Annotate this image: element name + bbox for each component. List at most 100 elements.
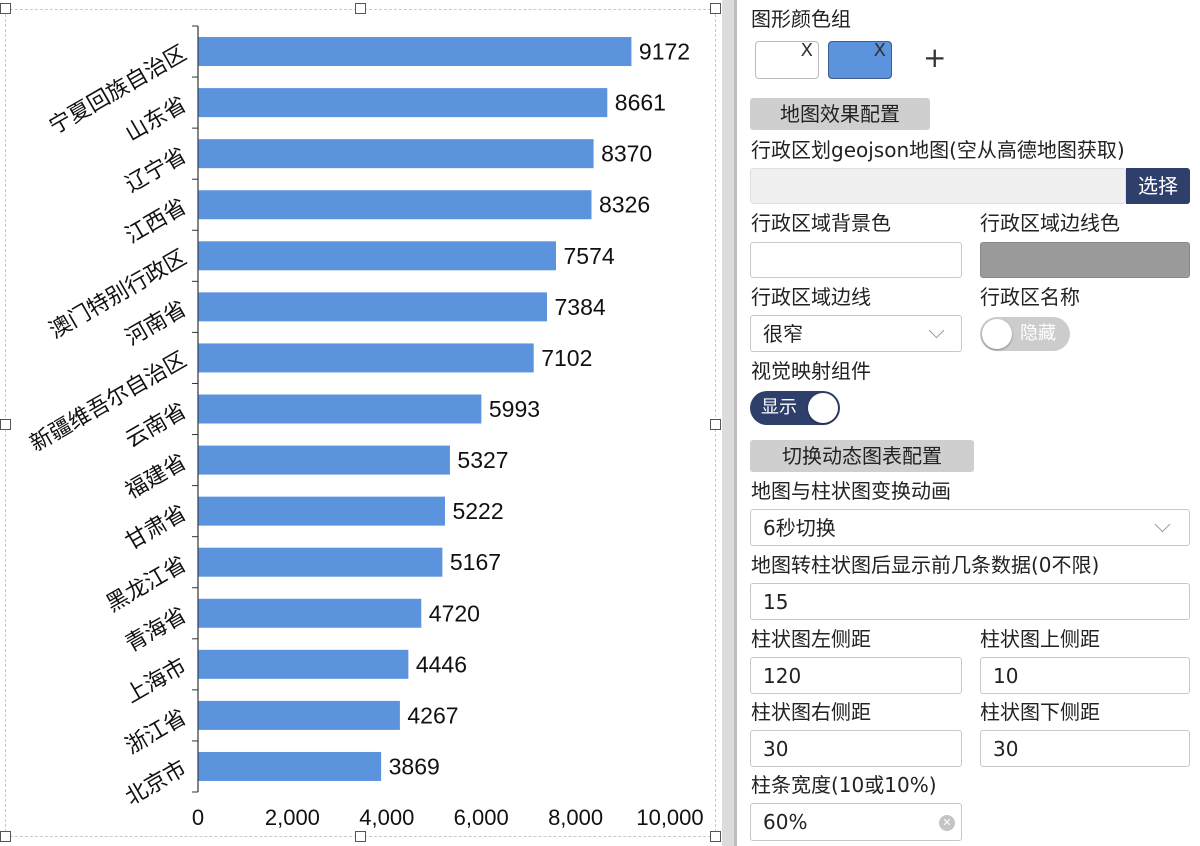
region-border-label: 行政区域边线 xyxy=(751,285,871,309)
region-name-toggle[interactable]: 隐藏 xyxy=(980,317,1070,351)
color-group-label: 图形颜色组 xyxy=(751,7,851,31)
bar-value-label: 4446 xyxy=(416,651,467,677)
anim-select[interactable]: 6秒切换 xyxy=(750,509,1190,546)
bar-value-label: 5167 xyxy=(450,549,501,575)
resize-handle-bottom-center[interactable] xyxy=(355,831,366,842)
geojson-label: 行政区划geojson地图(空从高德地图获取) xyxy=(751,138,1125,162)
bar xyxy=(198,139,594,169)
bar-value-label: 3869 xyxy=(389,753,440,779)
left-margin-label: 柱状图左侧距 xyxy=(751,627,871,651)
clear-input-icon[interactable]: ✕ xyxy=(939,815,955,831)
anim-label: 地图与柱状图变换动画 xyxy=(751,479,951,503)
panel-divider-line xyxy=(734,0,737,846)
toggle-knob xyxy=(808,393,838,423)
region-border-select-value: 很窄 xyxy=(763,322,803,346)
panel-divider[interactable] xyxy=(722,0,737,846)
region-bg-label: 行政区域背景色 xyxy=(751,211,891,235)
y-tick-label: 上海市 xyxy=(121,653,191,708)
x-tick-label: 8,000 xyxy=(548,805,603,830)
region-border-color-label: 行政区域边线色 xyxy=(980,211,1120,235)
bar xyxy=(198,496,445,526)
bar-value-label: 4720 xyxy=(429,600,480,626)
region-border-select[interactable]: 很窄 xyxy=(750,315,962,352)
bar-value-label: 5327 xyxy=(457,447,508,473)
resize-handle-middle-left[interactable] xyxy=(0,419,11,430)
y-tick-label: 甘肃省 xyxy=(121,500,191,555)
bar xyxy=(198,394,482,424)
bar xyxy=(198,37,632,67)
visual-map-toggle-label: 显示 xyxy=(761,397,797,418)
x-tick-label: 0 xyxy=(192,805,204,830)
y-tick-label: 江西省 xyxy=(121,193,191,248)
region-name-label: 行政区名称 xyxy=(980,285,1080,309)
x-tick-label: 2,000 xyxy=(265,805,320,830)
visual-map-toggle[interactable]: 显示 xyxy=(750,391,840,425)
top-margin-label: 柱状图上侧距 xyxy=(980,627,1100,651)
y-tick-label: 山东省 xyxy=(121,91,191,146)
y-tick-label: 福建省 xyxy=(121,449,191,504)
bar xyxy=(198,547,443,577)
dynamic-chart-section-button[interactable]: 切换动态图表配置 xyxy=(750,440,974,472)
y-tick-label: 云南省 xyxy=(121,398,191,453)
chevron-down-icon xyxy=(928,322,945,339)
resize-handle-top-left[interactable] xyxy=(0,3,11,14)
x-tick-label: 6,000 xyxy=(454,805,509,830)
bar xyxy=(198,751,382,781)
resize-handle-bottom-left[interactable] xyxy=(0,831,11,842)
bar-value-label: 5222 xyxy=(452,498,503,524)
resize-handle-middle-right[interactable] xyxy=(710,419,721,430)
remove-color-icon[interactable]: X xyxy=(873,40,886,61)
map-effect-section-button[interactable]: 地图效果配置 xyxy=(750,98,930,130)
bar-width-input[interactable]: 60% ✕ xyxy=(750,803,962,841)
bar xyxy=(198,190,592,220)
bar-value-label: 7384 xyxy=(555,294,606,320)
bar-value-label: 7102 xyxy=(541,345,592,371)
resize-handle-top-center[interactable] xyxy=(355,3,366,14)
color-swatch-white[interactable]: X xyxy=(755,40,819,79)
bar-value-label: 8370 xyxy=(601,141,652,167)
y-tick-label: 辽宁省 xyxy=(121,142,191,197)
bar-width-label: 柱条宽度(10或10%) xyxy=(751,773,937,797)
y-tick-label: 新疆维吾尔自治区 xyxy=(26,347,191,457)
remove-color-icon[interactable]: X xyxy=(800,40,813,61)
x-tick-label: 10,000 xyxy=(636,805,703,830)
region-bg-color-picker[interactable] xyxy=(750,242,962,278)
bar xyxy=(198,241,556,271)
bottom-margin-label: 柱状图下侧距 xyxy=(980,700,1100,724)
bar xyxy=(198,88,608,118)
right-margin-input[interactable]: 30 xyxy=(750,730,962,767)
bar-width-value: 60% xyxy=(763,810,808,834)
y-tick-label: 青海省 xyxy=(121,602,191,657)
x-tick-label: 4,000 xyxy=(359,805,414,830)
left-margin-input[interactable]: 120 xyxy=(750,657,962,694)
region-border-color-picker[interactable] xyxy=(980,242,1190,278)
bar xyxy=(198,700,400,730)
bar xyxy=(198,343,534,373)
right-margin-label: 柱状图右侧距 xyxy=(751,700,871,724)
bar xyxy=(198,598,422,628)
y-tick-label: 河南省 xyxy=(121,296,191,351)
bar xyxy=(198,292,548,322)
config-panel: 图形颜色组 X X + 地图效果配置 行政区划geojson地图(空从高德地图获… xyxy=(737,0,1200,846)
color-swatch-blue[interactable]: X xyxy=(828,40,892,79)
resize-handle-bottom-right[interactable] xyxy=(710,831,721,842)
bar xyxy=(198,649,409,679)
anim-select-value: 6秒切换 xyxy=(763,516,836,540)
topn-input[interactable]: 15 xyxy=(750,583,1190,620)
bottom-margin-input[interactable]: 30 xyxy=(980,730,1190,767)
y-tick-label: 浙江省 xyxy=(121,704,191,759)
region-name-toggle-label: 隐藏 xyxy=(1020,323,1056,344)
resize-handle-top-right[interactable] xyxy=(710,3,721,14)
toggle-knob xyxy=(982,319,1012,349)
top-margin-input[interactable]: 10 xyxy=(980,657,1190,694)
chevron-down-icon xyxy=(1154,516,1171,533)
geojson-input[interactable] xyxy=(750,168,1126,204)
bar-value-label: 5993 xyxy=(489,396,540,422)
add-color-icon[interactable]: + xyxy=(923,41,947,74)
choose-button[interactable]: 选择 xyxy=(1126,168,1190,204)
bar-value-label: 7574 xyxy=(563,243,614,269)
bar-value-label: 8661 xyxy=(615,90,666,116)
y-tick-label: 北京市 xyxy=(121,755,191,810)
bar-value-label: 8326 xyxy=(599,192,650,218)
